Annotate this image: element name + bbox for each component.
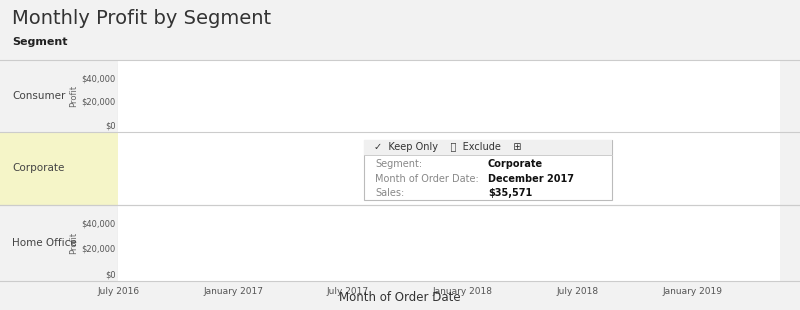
Text: $35,571: $35,571 [488,188,532,198]
Y-axis label: Profit: Profit [70,232,78,254]
Y-axis label: Sales: Sales [731,157,740,179]
Text: Consumer: Consumer [12,91,66,101]
Text: Segment:: Segment: [375,159,422,169]
Text: Monthly Profit by Segment: Monthly Profit by Segment [12,9,271,28]
Text: Month of Order Date:: Month of Order Date: [375,174,479,184]
Text: Corporate: Corporate [488,159,543,169]
Text: ✓  Keep Only    ⦸  Exclude    ⊞: ✓ Keep Only ⦸ Exclude ⊞ [374,142,521,152]
Text: Sales:: Sales: [375,188,405,198]
Y-axis label: Sales: Sales [731,85,740,107]
Y-axis label: Profit: Profit [70,157,78,179]
Y-axis label: Sales: Sales [731,231,740,254]
Text: Month of Order Date: Month of Order Date [339,291,461,304]
Text: Corporate: Corporate [12,163,64,173]
Text: December 2017: December 2017 [488,174,574,184]
Text: Segment: Segment [12,37,67,47]
Y-axis label: Profit: Profit [70,85,78,107]
Text: Home Office: Home Office [12,237,77,248]
